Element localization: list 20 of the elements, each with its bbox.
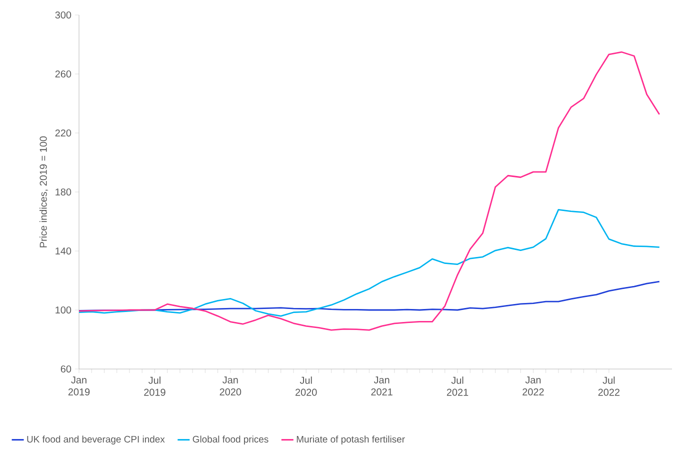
line-series bbox=[78, 209, 660, 317]
legend-label: UK food and beverage CPI index bbox=[27, 436, 165, 444]
x-tick-label: Jul 2020 bbox=[296, 376, 317, 396]
x-tick-label: Jan 2020 bbox=[220, 376, 242, 396]
y-tick-label: 260 bbox=[55, 70, 72, 78]
legend-label: Global food prices bbox=[192, 436, 268, 444]
x-tick-label: Jan 2019 bbox=[68, 376, 90, 396]
y-axis-title: Price indices, 2019 = 100 bbox=[40, 136, 48, 248]
x-tick-label: Jul 2021 bbox=[446, 376, 468, 396]
legend-label: Muriate of potash fertiliser bbox=[296, 436, 405, 444]
y-tick-label: 300 bbox=[55, 11, 72, 19]
x-tick-label: Jul 2019 bbox=[144, 376, 166, 396]
y-tick-label: 180 bbox=[56, 188, 72, 196]
y-tick-label: 100 bbox=[56, 306, 72, 314]
y-tick-label: 60 bbox=[60, 365, 72, 373]
x-tick-label: Jan 2022 bbox=[522, 376, 544, 396]
y-tick-label: 220 bbox=[55, 129, 72, 137]
x-tick-label: Jan 2021 bbox=[371, 376, 392, 396]
y-tick-label: 140 bbox=[56, 247, 72, 255]
x-tick-label: Jul 2022 bbox=[598, 376, 620, 396]
